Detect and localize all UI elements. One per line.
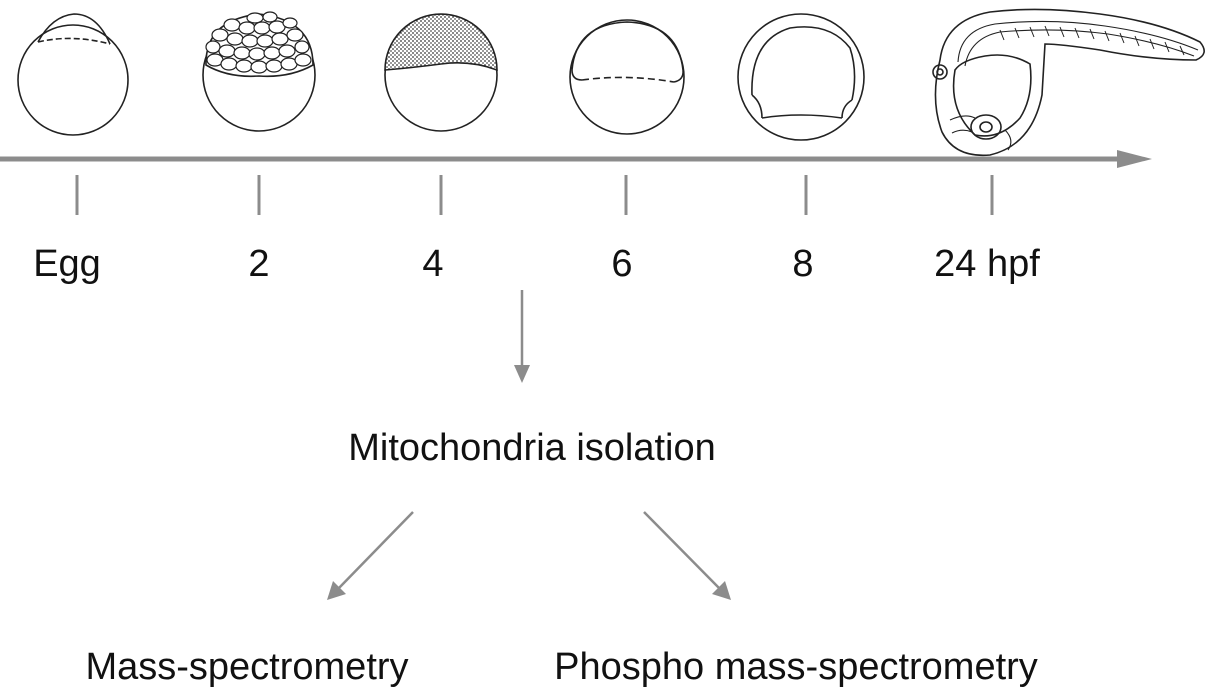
stage-label-2: 2 [248,243,270,285]
stage-label-24hpf: 24 hpf [934,243,1040,285]
arrow-to-isolation [514,290,530,383]
embryo-cleavage-icon [202,11,316,132]
phospho-mass-spectrometry-label: Phospho mass-spectrometry [554,646,1038,688]
larva-24hpf-icon [932,8,1205,157]
arrow-to-mass-spec [327,511,414,600]
mitochondria-isolation-label: Mitochondria isolation [348,427,716,469]
egg-zygote-icon [17,13,129,136]
stage-label-8: 8 [792,243,814,285]
mass-spectrometry-label: Mass-spectrometry [85,646,409,688]
embryo-blastula-icon [384,13,498,132]
stage-label-egg: Egg [33,243,101,285]
stage-label-6: 6 [611,243,633,285]
timeline-axis [0,150,1152,168]
embryo-epiboly-icon [737,13,865,141]
embryo-shield-icon [569,19,685,135]
timeline-ticks [75,175,994,215]
arrow-to-phospho-mass-spec [643,511,731,600]
stage-label-4: 4 [422,243,444,285]
